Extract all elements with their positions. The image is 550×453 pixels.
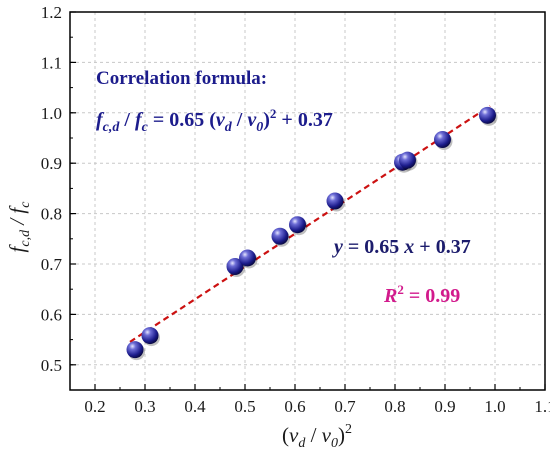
data-point bbox=[141, 327, 160, 347]
axis-ticks: 0.2 0.3 0.4 0.5 0.6 0.7 0.8 0.9 1.0 1.1 0.5 0.6 0.7 0… bbox=[41, 3, 550, 416]
data-point bbox=[434, 131, 453, 151]
data-point-marker bbox=[271, 227, 289, 245]
data-point-marker bbox=[479, 106, 496, 124]
x-tick-label: 0.6 bbox=[284, 397, 305, 416]
data-point-marker bbox=[126, 341, 144, 359]
y-tick-label: 1.1 bbox=[41, 53, 62, 72]
plot-frame bbox=[69, 11, 546, 391]
data-point-marker bbox=[239, 249, 256, 267]
data-point-marker bbox=[434, 131, 451, 149]
x-tick-label: 0.7 bbox=[334, 397, 356, 416]
x-tick-label: 0.8 bbox=[384, 397, 405, 416]
y-tick-label: 0.7 bbox=[41, 255, 63, 274]
y-tick-label: 1.2 bbox=[41, 3, 62, 22]
x-axis-title: (vd / v0)2 bbox=[282, 422, 352, 451]
y-tick-label: 0.8 bbox=[41, 205, 62, 224]
y-tick-label: 0.5 bbox=[41, 356, 62, 375]
data-point bbox=[226, 258, 245, 278]
x-tick-label: 0.4 bbox=[184, 397, 206, 416]
r-squared: R2 = 0.99 bbox=[383, 282, 460, 307]
x-tick-label: 0.2 bbox=[84, 397, 105, 416]
data-point bbox=[479, 106, 498, 126]
y-tick-label: 1.0 bbox=[41, 104, 62, 123]
data-point bbox=[289, 216, 308, 236]
data-point-marker bbox=[326, 192, 344, 210]
correlation-formula: fc,d / fc = 0.65 (vd / v0)2 + 0.37 bbox=[96, 106, 333, 135]
x-tick-label: 0.5 bbox=[234, 397, 255, 416]
data-point-marker bbox=[141, 327, 159, 345]
data-point-marker bbox=[289, 216, 306, 234]
x-tick-label: 0.3 bbox=[134, 397, 155, 416]
formula-title: Correlation formula: bbox=[96, 68, 267, 89]
y-axis-title: fc,d / fc bbox=[5, 201, 33, 253]
x-tick-label: 1.1 bbox=[534, 397, 550, 416]
fit-line-layer bbox=[129, 105, 491, 343]
data-point bbox=[399, 151, 418, 171]
data-point-marker bbox=[226, 258, 244, 276]
fit-equation: y = 0.65 x + 0.37 bbox=[332, 236, 471, 258]
y-tick-label: 0.9 bbox=[41, 154, 62, 173]
data-point bbox=[239, 249, 258, 269]
data-point-marker bbox=[399, 151, 416, 169]
x-tick-label: 0.9 bbox=[434, 397, 455, 416]
data-points bbox=[126, 106, 498, 361]
y-tick-label: 0.6 bbox=[41, 305, 62, 324]
fit-line bbox=[129, 105, 491, 343]
x-tick-label: 1.0 bbox=[484, 397, 505, 416]
data-point bbox=[126, 341, 145, 361]
data-point bbox=[326, 192, 345, 212]
data-point bbox=[271, 227, 290, 247]
